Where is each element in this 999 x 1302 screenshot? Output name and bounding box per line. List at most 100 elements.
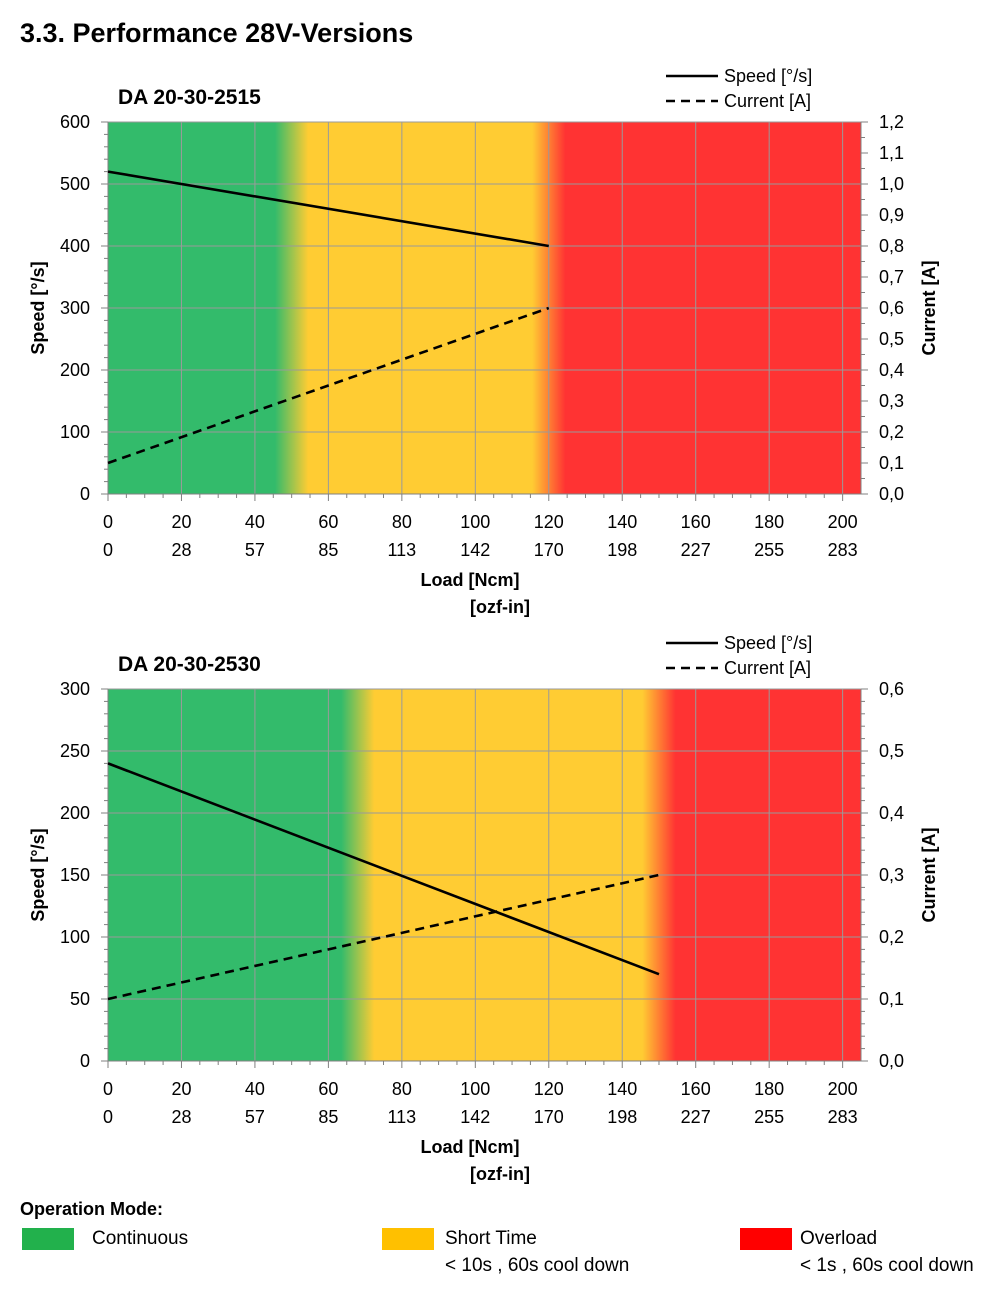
x-tick-label: 160 — [681, 512, 711, 532]
y2-tick-label: 0,1 — [879, 989, 904, 1009]
y2-tick-label: 0,5 — [879, 329, 904, 349]
chart-da-20-30-2515: 01002003004005006000,00,10,20,30,40,50,6… — [28, 66, 939, 617]
y-tick-label: 400 — [60, 236, 90, 256]
x2-tick-label: 57 — [245, 540, 265, 560]
x-tick-label: 20 — [171, 512, 191, 532]
y2-tick-label: 0,1 — [879, 453, 904, 473]
y-tick-label: 50 — [70, 989, 90, 1009]
y-tick-label: 500 — [60, 174, 90, 194]
x-tick-label: 200 — [828, 512, 858, 532]
x2-tick-label: 28 — [171, 540, 191, 560]
x-tick-label: 120 — [534, 512, 564, 532]
x2-tick-label: 255 — [754, 1107, 784, 1127]
x-tick-label: 40 — [245, 512, 265, 532]
short-time-swatch — [382, 1228, 434, 1250]
x-tick-label: 140 — [607, 512, 637, 532]
x2-tick-label: 28 — [171, 1107, 191, 1127]
y2-tick-label: 0,7 — [879, 267, 904, 287]
y-axis-title: Speed [°/s] — [28, 261, 48, 354]
y2-tick-label: 0,3 — [879, 391, 904, 411]
continuous-swatch — [22, 1228, 74, 1250]
y-tick-label: 200 — [60, 360, 90, 380]
y2-tick-label: 1,2 — [879, 112, 904, 132]
overload-sublabel: < 1s , 60s cool down — [800, 1255, 974, 1276]
chart-da-20-30-2530: 0501001502002503000,00,10,20,30,40,50,60… — [28, 633, 939, 1184]
y2-tick-label: 0,0 — [879, 484, 904, 504]
y2-tick-label: 0,8 — [879, 236, 904, 256]
x2-axis-title: [ozf-in] — [470, 597, 530, 617]
x-tick-label: 80 — [392, 512, 412, 532]
x2-tick-label: 283 — [828, 540, 858, 560]
x-tick-label: 100 — [460, 512, 490, 532]
chart-title: DA 20-30-2530 — [118, 653, 261, 676]
x2-tick-label: 255 — [754, 540, 784, 560]
x-axis-title: Load [Ncm] — [421, 570, 520, 590]
y-tick-label: 300 — [60, 298, 90, 318]
y-tick-label: 300 — [60, 679, 90, 699]
overload-label: Overload — [800, 1228, 878, 1249]
x2-tick-label: 198 — [607, 540, 637, 560]
legend-current-label: Current [A] — [724, 658, 811, 678]
y-tick-label: 100 — [60, 927, 90, 947]
x-tick-label: 80 — [392, 1079, 412, 1099]
x2-tick-label: 113 — [388, 540, 417, 560]
y2-tick-label: 0,9 — [879, 205, 904, 225]
x-tick-label: 180 — [754, 512, 784, 532]
current-series-line — [107, 873, 660, 1001]
overload-swatch — [740, 1228, 792, 1250]
page-heading: 3.3. Performance 28V-Versions — [20, 18, 414, 48]
x2-tick-label: 0 — [103, 1107, 113, 1127]
y2-tick-label: 0,6 — [879, 679, 904, 699]
x-tick-label: 0 — [103, 1079, 113, 1099]
x-tick-label: 40 — [245, 1079, 265, 1099]
x-tick-label: 200 — [828, 1079, 858, 1099]
x2-tick-label: 227 — [681, 1107, 711, 1127]
x2-tick-label: 170 — [534, 540, 564, 560]
y2-axis-title: Current [A] — [919, 828, 939, 923]
y-axis-title: Speed [°/s] — [28, 828, 48, 921]
x-axis-title: Load [Ncm] — [421, 1137, 520, 1157]
x2-tick-label: 0 — [103, 540, 113, 560]
x2-axis-title: [ozf-in] — [470, 1164, 530, 1184]
y2-tick-label: 0,2 — [879, 927, 904, 947]
y2-tick-label: 0,0 — [879, 1051, 904, 1071]
y-tick-label: 0 — [80, 1051, 90, 1071]
speed-series-line — [107, 170, 549, 248]
y2-tick-label: 0,2 — [879, 422, 904, 442]
x2-tick-label: 142 — [460, 540, 490, 560]
x2-tick-label: 57 — [245, 1107, 265, 1127]
x-tick-label: 0 — [103, 512, 113, 532]
x-tick-label: 20 — [171, 1079, 191, 1099]
operation-mode-title: Operation Mode: — [20, 1199, 163, 1219]
y2-tick-label: 1,1 — [879, 143, 904, 163]
y2-tick-label: 0,6 — [879, 298, 904, 318]
operation-mode-legend: Operation Mode: Continuous Short Time < … — [0, 1195, 999, 1295]
x2-tick-label: 113 — [388, 1107, 417, 1127]
short-time-label: Short Time — [445, 1228, 537, 1249]
legend-speed-label: Speed [°/s] — [724, 66, 812, 86]
y2-axis-title: Current [A] — [919, 261, 939, 356]
x-tick-label: 60 — [318, 512, 338, 532]
y-tick-label: 600 — [60, 112, 90, 132]
x2-tick-label: 283 — [828, 1107, 858, 1127]
x-tick-label: 120 — [534, 1079, 564, 1099]
x-tick-label: 160 — [681, 1079, 711, 1099]
legend-current-label: Current [A] — [724, 91, 811, 111]
chart-title: DA 20-30-2515 — [118, 86, 261, 109]
y-tick-label: 250 — [60, 741, 90, 761]
x-tick-label: 140 — [607, 1079, 637, 1099]
y-tick-label: 100 — [60, 422, 90, 442]
short-time-sublabel: < 10s , 60s cool down — [445, 1255, 630, 1276]
legend-speed-label: Speed [°/s] — [724, 633, 812, 653]
y2-tick-label: 1,0 — [879, 174, 904, 194]
y-tick-label: 0 — [80, 484, 90, 504]
y2-tick-label: 0,5 — [879, 741, 904, 761]
x2-tick-label: 85 — [318, 1107, 338, 1127]
y2-tick-label: 0,4 — [879, 803, 904, 823]
y2-tick-label: 0,4 — [879, 360, 904, 380]
y-tick-label: 150 — [60, 865, 90, 885]
x2-tick-label: 227 — [681, 540, 711, 560]
x-tick-label: 180 — [754, 1079, 784, 1099]
x2-tick-label: 170 — [534, 1107, 564, 1127]
x-tick-label: 100 — [460, 1079, 490, 1099]
